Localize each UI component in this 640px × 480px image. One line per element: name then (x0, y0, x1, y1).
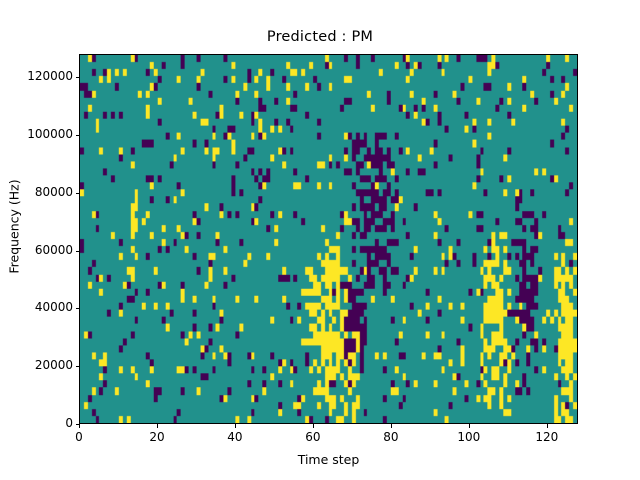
y-tick-mark (75, 366, 79, 368)
y-tick-label: 60000 (34, 242, 73, 257)
x-tick-label: 20 (149, 430, 165, 444)
y-tick-mark (75, 250, 79, 252)
y-tick-label: 120000 (27, 69, 73, 84)
x-axis-title: Time step (297, 452, 360, 467)
y-tick-mark (75, 308, 79, 310)
x-tick-mark (234, 424, 236, 428)
y-tick-mark (75, 77, 79, 79)
chart-title: Predicted : PM (266, 29, 374, 45)
y-tick-mark (75, 192, 79, 194)
x-tick-label: 120 (535, 430, 559, 444)
x-tick-label: 80 (383, 430, 399, 444)
x-tick-label: 40 (227, 430, 243, 444)
y-tick-label: 0 (65, 416, 73, 430)
x-tick-mark (79, 424, 80, 428)
x-tick-mark (156, 424, 158, 428)
x-tick-label: 0 (75, 430, 83, 444)
y-axis-title: Frequency (Hz) (6, 179, 22, 274)
y-tick-label: 80000 (34, 184, 73, 199)
y-tick-label: 20000 (34, 358, 73, 373)
y-tick-label: 100000 (27, 126, 73, 141)
x-tick-label: 100 (457, 430, 481, 444)
y-tick-label: 40000 (34, 300, 73, 315)
heatmap-axes (79, 54, 578, 424)
x-tick-mark (546, 424, 548, 428)
y-tick-mark (75, 424, 79, 425)
heatmap-image (80, 55, 577, 423)
y-tick-mark (75, 134, 79, 136)
x-tick-mark (312, 424, 314, 428)
x-tick-mark (390, 424, 392, 428)
x-tick-mark (468, 424, 470, 428)
x-tick-label: 60 (305, 430, 321, 444)
